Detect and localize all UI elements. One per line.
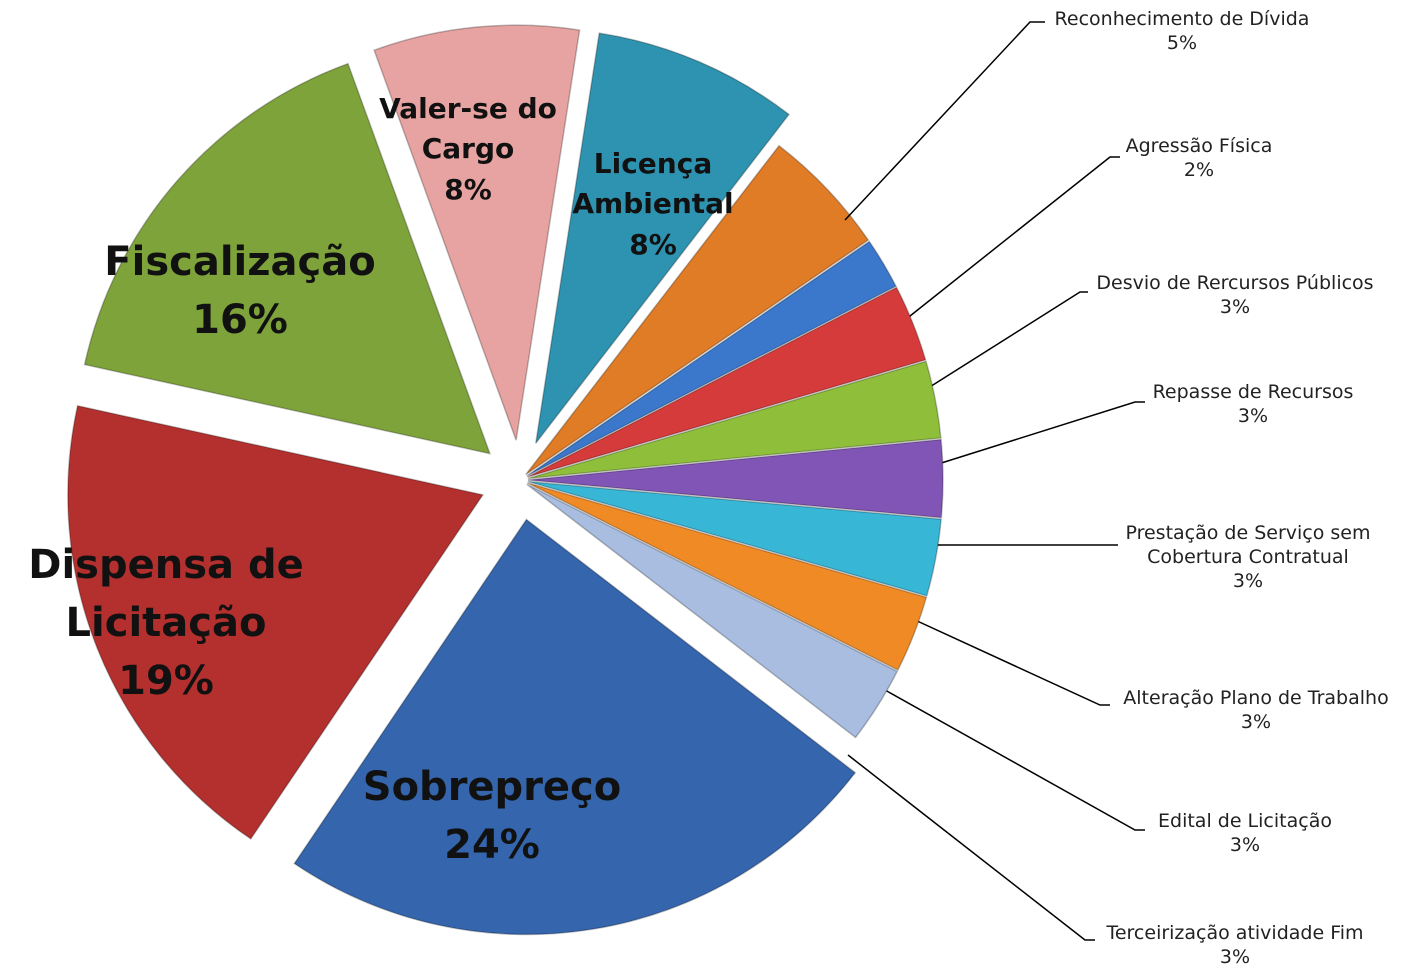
slice-label: Licença Ambiental 8% (563, 144, 743, 266)
leader-line (934, 401, 1145, 466)
slice-label: Sobrepreço 24% (332, 758, 652, 874)
pie-slice (526, 483, 899, 739)
slice-label: Agressão Física 2% (1049, 135, 1349, 183)
category-label: Agressão Física (1125, 135, 1273, 157)
slice-label: Prestação de Serviço sem Cobertura Contr… (1113, 522, 1383, 593)
leader-line (884, 689, 1145, 831)
value-label: 3% (1240, 710, 1272, 733)
value-label: 3% (1229, 833, 1261, 856)
value-label: 8% (629, 227, 677, 261)
value-label: 3% (1232, 569, 1264, 592)
leader-line (844, 21, 1045, 221)
leader-line (924, 291, 1088, 391)
value-label: 24% (444, 822, 540, 868)
slice-label: Dispensa de Licitação 19% (16, 536, 316, 710)
pie-slice (527, 438, 944, 519)
pie-slice (83, 62, 492, 455)
category-label: Terceirização atividade Fim (1106, 922, 1364, 944)
leader-line (914, 619, 1110, 706)
leader-line (904, 156, 1120, 321)
category-label: Alteração Plano de Trabalho (1123, 687, 1389, 709)
pie-slice (373, 24, 581, 441)
slice-label: Reconhecimento de Dívida 5% (1022, 8, 1342, 56)
slice-label: Valer-se do Cargo 8% (368, 89, 568, 211)
pie-slice (525, 144, 870, 476)
leader-line (847, 754, 1095, 941)
category-label: Valer-se do Cargo (379, 91, 557, 166)
value-label: 19% (118, 658, 214, 704)
category-label: Reconhecimento de Dívida (1054, 8, 1310, 30)
value-label: 3% (1219, 945, 1251, 968)
value-label: 2% (1183, 158, 1215, 181)
slice-label: Alteração Plano de Trabalho 3% (1096, 687, 1404, 735)
slice-label: Repasse de Recursos 3% (1103, 381, 1403, 429)
slice-label: Edital de Licitação 3% (1095, 810, 1395, 858)
pie-slice (535, 32, 791, 444)
value-label: 3% (1237, 404, 1269, 427)
value-label: 16% (192, 297, 288, 343)
pie-slice (527, 482, 928, 672)
slice-label: Fiscalização 16% (90, 233, 390, 349)
category-label: Prestação de Serviço sem Cobertura Contr… (1125, 522, 1371, 568)
pie-slice (293, 518, 857, 936)
value-label: 3% (1219, 295, 1251, 318)
pie-slice (67, 404, 485, 840)
slice-label: Terceirização atividade Fim 3% (1075, 922, 1395, 970)
category-label: Fiscalização (104, 239, 376, 285)
category-label: Dispensa de Licitação (28, 542, 304, 646)
value-label: 8% (444, 172, 492, 206)
value-label: 5% (1166, 31, 1198, 54)
pie-slice (527, 286, 927, 478)
pie-slice (526, 240, 897, 477)
category-label: Repasse de Recursos (1152, 381, 1354, 403)
category-label: Sobrepreço (362, 764, 622, 810)
pie-slice (527, 480, 942, 597)
category-label: Edital de Licitação (1158, 810, 1332, 832)
pie-slice (527, 360, 942, 480)
category-label: Desvio de Rercursos Públicos (1096, 272, 1374, 294)
slice-label: Desvio de Rercursos Públicos 3% (1075, 272, 1395, 320)
category-label: Licença Ambiental (572, 146, 734, 221)
